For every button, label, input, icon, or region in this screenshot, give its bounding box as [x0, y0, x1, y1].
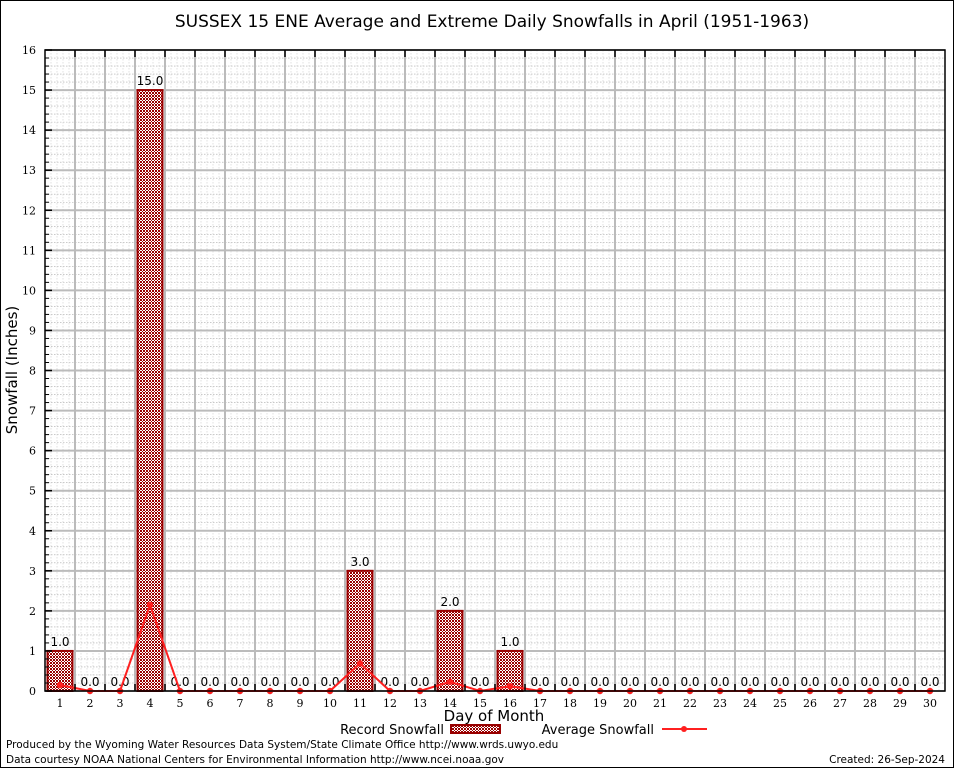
legend-average-marker — [681, 726, 687, 732]
x-tick-label: 24 — [743, 697, 757, 710]
average-point — [56, 681, 64, 689]
y-tick-label: 15 — [22, 84, 36, 97]
y-tick-label: 14 — [22, 124, 36, 137]
bar-value-label: 0.0 — [200, 675, 219, 689]
x-tick-label: 3 — [117, 697, 124, 710]
record-bar — [136, 89, 164, 692]
bar-value-label: 0.0 — [590, 675, 609, 689]
y-tick-label: 13 — [22, 164, 36, 177]
x-tick-label: 7 — [237, 697, 244, 710]
bar-value-label: 0.0 — [560, 675, 579, 689]
x-tick-label: 16 — [503, 697, 517, 710]
bar-value-label: 1.0 — [500, 635, 519, 649]
x-tick-label: 14 — [443, 697, 457, 710]
bar-value-label: 0.0 — [650, 675, 669, 689]
x-tick-label: 11 — [353, 697, 367, 710]
bar-value-label: 2.0 — [440, 595, 459, 609]
bar-value-label: 3.0 — [350, 555, 369, 569]
y-tick-label: 11 — [22, 244, 36, 257]
y-tick-label: 16 — [22, 44, 36, 57]
y-tick-label: 6 — [29, 445, 36, 458]
footer-created: Created: 26-Sep-2024 — [829, 754, 945, 766]
x-tick-label: 12 — [383, 697, 397, 710]
legend: Record Snowfall Average Snowfall — [340, 723, 707, 738]
x-tick-label: 27 — [833, 697, 847, 710]
x-tick-label: 25 — [773, 697, 787, 710]
bar-value-label: 0.0 — [380, 675, 399, 689]
y-tick-label: 3 — [29, 565, 36, 578]
x-tick-label: 20 — [623, 697, 637, 710]
bar-value-label: 0.0 — [710, 675, 729, 689]
x-tick-label: 8 — [267, 697, 274, 710]
legend-record-label: Record Snowfall — [340, 723, 444, 738]
bar-value-label: 0.0 — [110, 675, 129, 689]
y-tick-label: 1 — [29, 645, 36, 658]
y-tick-label: 4 — [29, 525, 36, 538]
y-tick-label: 7 — [29, 405, 36, 418]
x-tick-label: 2 — [87, 697, 94, 710]
x-tick-label: 13 — [413, 697, 427, 710]
average-point — [506, 682, 514, 690]
bar-value-label: 15.0 — [137, 74, 164, 88]
plot-border — [44, 49, 946, 692]
x-tick-label: 15 — [473, 697, 487, 710]
y-tick-label: 9 — [29, 324, 36, 337]
average-point — [446, 678, 454, 685]
x-tick-label: 18 — [563, 697, 577, 710]
x-tick-label: 4 — [147, 697, 154, 710]
bar-value-label: 0.0 — [170, 675, 189, 689]
x-tick-label: 22 — [683, 697, 697, 710]
y-tick-label: 0 — [29, 685, 36, 698]
y-axis-label: Snowfall (Inches) — [3, 306, 21, 434]
bar-value-label: 0.0 — [860, 675, 879, 689]
x-tick-label: 28 — [863, 697, 877, 710]
bar-value-label: 0.0 — [320, 675, 339, 689]
x-tick-label: 10 — [323, 697, 337, 710]
footer-courtesy: Data courtesy NOAA National Centers for … — [6, 754, 504, 766]
x-axis-label: Day of Month — [444, 707, 545, 725]
bar-value-label: 0.0 — [770, 675, 789, 689]
bar-value-label: 0.0 — [800, 675, 819, 689]
x-tick-label: 5 — [177, 697, 184, 710]
bar-value-label: 0.0 — [920, 675, 939, 689]
y-tick-label: 2 — [29, 605, 36, 618]
average-point — [356, 660, 364, 667]
x-tick-label: 26 — [803, 697, 817, 710]
legend-record-swatch — [450, 724, 501, 734]
bar-value-label: 0.0 — [410, 675, 429, 689]
x-tick-label: 30 — [923, 697, 937, 710]
bar-value-label: 0.0 — [470, 675, 489, 689]
x-tick-label: 29 — [893, 697, 907, 710]
legend-average-label: Average Snowfall — [542, 723, 654, 738]
chart-title: SUSSEX 15 ENE Average and Extreme Daily … — [175, 12, 809, 32]
bar-value-label: 1.0 — [50, 635, 69, 649]
bar-value-label: 0.0 — [620, 675, 639, 689]
bar-value-label: 0.0 — [80, 675, 99, 689]
y-tick-label: 12 — [22, 204, 36, 217]
bar-value-label: 0.0 — [830, 675, 849, 689]
grid — [44, 49, 946, 692]
x-tick-label: 1 — [57, 697, 64, 710]
bar-value-label: 0.0 — [680, 675, 699, 689]
bar-value-label: 0.0 — [890, 675, 909, 689]
y-tick-label: 10 — [22, 284, 36, 297]
average-point — [146, 601, 154, 609]
bar-value-label: 0.0 — [230, 675, 249, 689]
x-tick-label: 21 — [653, 697, 667, 710]
x-tick-label: 19 — [593, 697, 607, 710]
record-bar — [346, 569, 374, 692]
y-tick-label: 5 — [29, 485, 36, 498]
x-tick-label: 23 — [713, 697, 727, 710]
bar-value-label: 0.0 — [740, 675, 759, 689]
bar-value-label: 0.0 — [530, 675, 549, 689]
footer-produced: Produced by the Wyoming Water Resources … — [6, 739, 558, 751]
x-tick-label: 6 — [207, 697, 214, 710]
bar-value-label: 0.0 — [290, 675, 309, 689]
x-tick-label: 17 — [533, 697, 547, 710]
bar-value-label: 0.0 — [260, 675, 279, 689]
x-tick-label: 9 — [297, 697, 304, 710]
y-tick-label: 8 — [29, 365, 36, 378]
